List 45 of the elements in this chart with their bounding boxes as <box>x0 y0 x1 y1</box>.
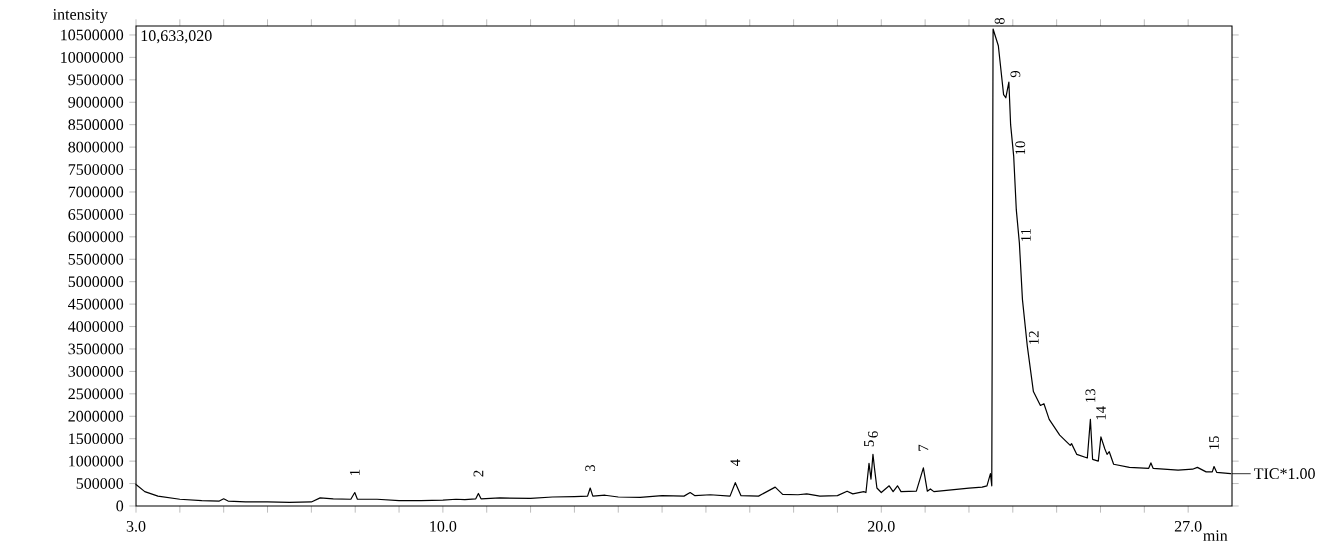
y-tick-label: 2000000 <box>68 410 124 422</box>
y-tick-label: 4000000 <box>68 321 124 332</box>
y-tick-label: 1000000 <box>69 455 124 467</box>
annotation: 12 <box>1028 331 1039 344</box>
x-tick-label: 27.0 <box>1174 520 1202 532</box>
y-tick-label: 3500000 <box>68 343 124 355</box>
x-axis-title: min <box>1203 530 1228 541</box>
x-tick-label: 3.0 <box>126 520 146 532</box>
annotation: 13 <box>1085 389 1096 402</box>
annotation: 10 <box>1015 141 1026 155</box>
annotation: 9 <box>1010 70 1021 78</box>
y-tick-label: 1500000 <box>69 433 124 445</box>
annotation: 7 <box>918 444 929 451</box>
annotation: 10,633,020 <box>141 30 212 44</box>
y-tick-label: 10500000 <box>61 29 124 41</box>
y-tick-label: 10000000 <box>61 51 124 63</box>
y-tick-label: 7500000 <box>68 164 124 175</box>
annotation: 11 <box>1020 228 1031 241</box>
y-tick-label: 8000000 <box>68 141 124 153</box>
x-tick-label: 20.0 <box>868 520 895 532</box>
annotation: 3 <box>585 465 596 472</box>
y-axis-title: intensity <box>52 9 108 24</box>
y-tick-label: 9500000 <box>68 74 124 86</box>
annotation: 8 <box>994 17 1005 25</box>
y-tick-label: 2500000 <box>68 388 124 400</box>
legend-label: TIC*1.00 <box>1254 468 1315 480</box>
y-tick-label: 4500000 <box>68 298 124 310</box>
y-tick-label: 6000000 <box>68 231 124 243</box>
annotation: 4 <box>730 459 741 467</box>
annotation: 1 <box>349 469 360 475</box>
y-tick-label: 6500000 <box>68 209 124 220</box>
annotation: 15 <box>1209 436 1219 449</box>
y-tick-label: 5000000 <box>68 276 124 288</box>
annotation: 14 <box>1096 406 1106 420</box>
y-tick-label: 3000000 <box>68 366 124 377</box>
y-tick-label: 500000 <box>76 478 124 489</box>
annotation: 6 <box>868 431 878 438</box>
annotation: 2 <box>473 470 484 477</box>
annotation: 5 <box>864 440 874 447</box>
y-tick-label: 8500000 <box>68 119 124 131</box>
y-tick-label: 9000000 <box>68 96 124 108</box>
y-tick-label: 0 <box>116 500 124 512</box>
x-tick-label: 10.0 <box>430 520 457 532</box>
y-tick-label: 7000000 <box>68 186 124 198</box>
y-tick-label: 5500000 <box>68 253 124 265</box>
